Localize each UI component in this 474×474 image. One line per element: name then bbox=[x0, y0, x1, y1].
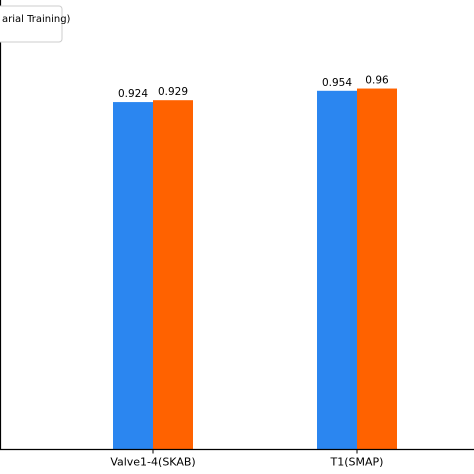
data-label-series-1-cat-1: 0.924 bbox=[118, 88, 148, 100]
bar-series-1-cat-2 bbox=[317, 90, 357, 450]
bar-series-1-cat-1 bbox=[113, 102, 153, 450]
x-tick-label-2: T1(SMAP) bbox=[330, 456, 384, 469]
data-label-series-2-cat-1: 0.929 bbox=[158, 86, 188, 98]
legend-box bbox=[0, 5, 63, 43]
data-label-series-1-cat-2: 0.954 bbox=[322, 77, 352, 89]
x-tick-label-1: Valve1-4(SKAB) bbox=[110, 456, 195, 469]
legend: arial Training) bbox=[0, 5, 71, 43]
bar-series-2-cat-1 bbox=[153, 100, 193, 450]
legend-entry-series-2: arial Training) bbox=[2, 14, 71, 25]
data-label-series-2-cat-2: 0.96 bbox=[365, 75, 389, 87]
bar-series-2-cat-2 bbox=[357, 88, 397, 450]
